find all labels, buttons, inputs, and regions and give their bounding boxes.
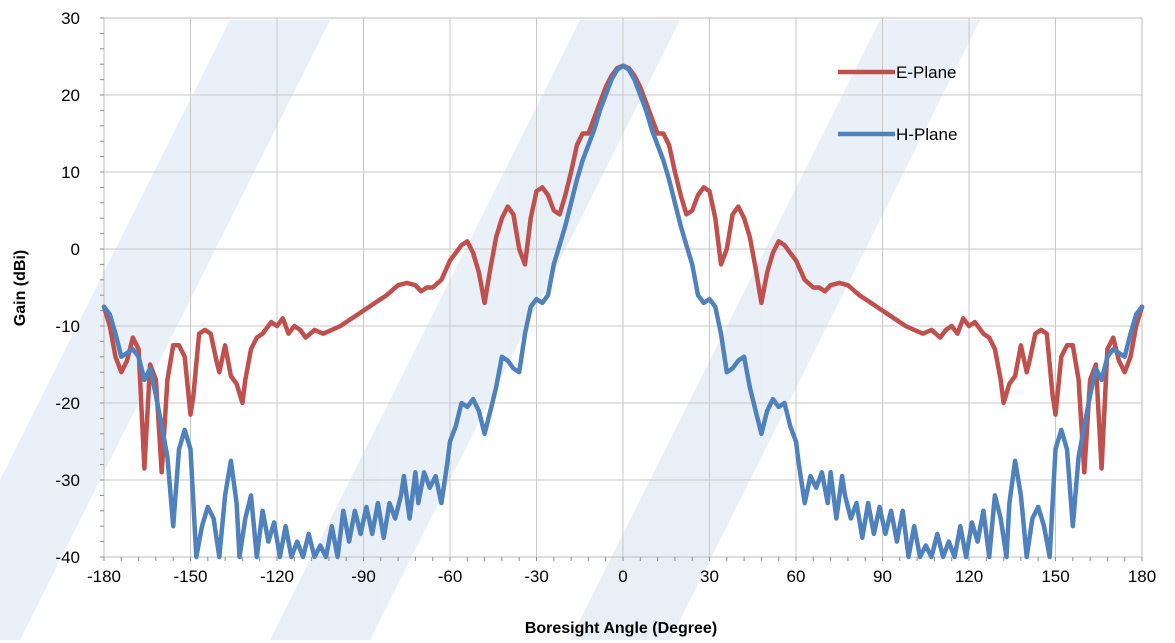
x-tick-label: 60 [787, 567, 806, 586]
x-axis-title: Boresight Angle (Degree) [525, 620, 717, 637]
series-line-h-plane [101, 63, 1145, 560]
x-tick-label: -60 [438, 567, 463, 586]
legend: E-Plane H-Plane [838, 63, 957, 144]
x-tick-label: -90 [351, 567, 376, 586]
y-tick-label: -20 [55, 394, 80, 413]
x-tick-label: 90 [873, 567, 892, 586]
x-tick-label: 150 [1041, 567, 1069, 586]
y-tick-label: -40 [55, 548, 80, 567]
y-tick-label: -10 [55, 317, 80, 336]
watermark [0, 20, 980, 640]
x-tick-label: -180 [87, 567, 121, 586]
grid [100, 17, 1143, 561]
x-tick-label: 120 [955, 567, 983, 586]
legend-label: E-Plane [896, 63, 956, 82]
series-layer [101, 63, 1145, 560]
y-axis: -40 -30 -20 -10 0 10 20 30 [55, 9, 80, 567]
y-tick-label: 0 [71, 240, 80, 259]
x-tick-label: -120 [260, 567, 294, 586]
y-axis-title: Gain (dBi) [12, 250, 29, 326]
x-tick-label: 180 [1128, 567, 1156, 586]
x-axis: -180 -150 -120 -90 -60 -30 0 30 60 90 120 150 180 [87, 567, 1156, 586]
x-tick-label: -150 [173, 567, 207, 586]
y-tick-label: 30 [61, 9, 80, 28]
legend-label: H-Plane [896, 125, 957, 144]
y-tick-label: 20 [61, 86, 80, 105]
x-tick-label: -30 [524, 567, 549, 586]
y-tick-label: 10 [61, 163, 80, 182]
y-tick-label: -30 [55, 471, 80, 490]
x-tick-label: 30 [700, 567, 719, 586]
x-tick-label: 0 [618, 567, 627, 586]
